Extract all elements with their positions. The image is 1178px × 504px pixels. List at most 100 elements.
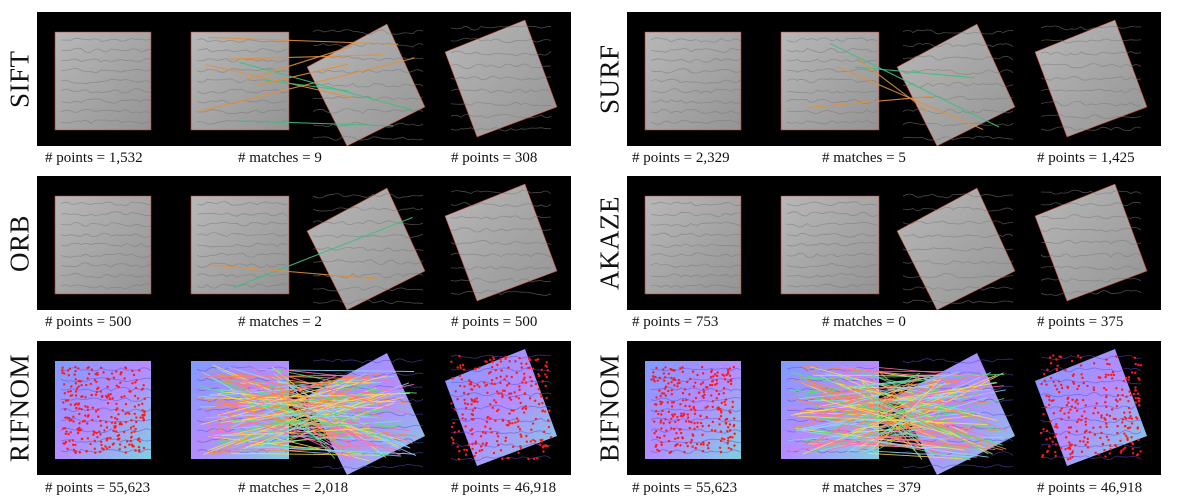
match-line [240, 412, 346, 432]
match-line [876, 382, 947, 418]
match-line [820, 405, 954, 424]
match-line [222, 444, 392, 451]
terrain-match-svg [645, 349, 1147, 475]
match-line [245, 403, 397, 428]
match-line [800, 374, 976, 395]
match-line [259, 448, 330, 455]
method-label: RIFNOM [4, 353, 35, 463]
match-line [806, 435, 918, 444]
terrain-match-svg [54, 19, 558, 146]
match-line [847, 372, 920, 414]
match-line [838, 437, 970, 444]
method-label: SIFT [4, 50, 35, 108]
match-line [790, 382, 998, 416]
terrain-surface [896, 187, 1016, 310]
match-line [874, 399, 993, 455]
match-line [840, 400, 970, 453]
match-line [257, 63, 349, 86]
match-line [870, 400, 968, 404]
method-label: BIFNOM [594, 353, 625, 463]
match-count: # matches = 9 [238, 150, 322, 166]
match-line [796, 429, 989, 458]
match-line [217, 412, 330, 446]
match-image [627, 176, 1161, 310]
left-point-count: # points = 2,329 [632, 150, 730, 166]
match-line [215, 376, 337, 412]
match-line [798, 383, 951, 400]
method-label: SURF [594, 44, 625, 114]
match-line [276, 412, 410, 432]
match-line [239, 120, 394, 127]
match-line [810, 398, 1005, 453]
match-count: # matches = 5 [822, 150, 906, 166]
match-line [829, 42, 1000, 128]
match-line [249, 392, 376, 409]
match-line [257, 395, 351, 449]
terrain-surface [306, 23, 426, 146]
match-line [795, 394, 1001, 431]
match-line [241, 405, 362, 422]
match-line [854, 66, 975, 79]
match-line [795, 427, 964, 451]
match-line [807, 95, 932, 108]
terrain-match-svg [54, 183, 558, 310]
match-line [209, 264, 376, 280]
left-point-count: # points = 55,623 [45, 480, 151, 496]
match-line [852, 397, 988, 438]
match-line [221, 428, 370, 437]
left-point-count: # points = 1,532 [45, 150, 143, 166]
match-line [286, 386, 344, 404]
match-line [863, 410, 961, 422]
terrain-surface [54, 195, 152, 295]
match-line [820, 397, 918, 433]
match-image [627, 12, 1161, 146]
match-line [826, 419, 948, 441]
terrain-match-svg [55, 349, 557, 475]
match-line [245, 45, 353, 81]
match-line [230, 54, 383, 60]
match-line [205, 64, 354, 99]
method-label: ORB [4, 214, 35, 272]
match-line [787, 428, 927, 442]
match-count: # matches = 2 [238, 314, 322, 330]
match-line [850, 449, 977, 458]
match-line [277, 393, 336, 440]
match-line [280, 392, 345, 452]
match-line [246, 446, 415, 455]
match-line [217, 419, 398, 428]
method-label: AKAZE [594, 196, 625, 290]
terrain-surface [780, 31, 880, 131]
match-line [210, 400, 348, 434]
match-line [240, 393, 383, 451]
right-point-count: # points = 46,918 [451, 480, 557, 496]
match-line [281, 373, 411, 415]
right-point-count: # points = 308 [451, 150, 538, 166]
match-line [819, 379, 955, 395]
match-line [821, 399, 953, 436]
match-line [278, 368, 398, 383]
terrain-surface [644, 31, 742, 131]
match-line [817, 374, 954, 439]
match-image [37, 176, 571, 310]
match-line [208, 36, 399, 45]
match-count: # matches = 2,018 [238, 480, 349, 496]
right-point-count: # points = 46,918 [1037, 480, 1143, 496]
match-line [232, 392, 390, 424]
match-line [854, 376, 935, 388]
match-line [858, 378, 918, 426]
terrain-surface [896, 23, 1016, 146]
match-line [791, 372, 944, 408]
match-line [233, 216, 413, 289]
match-line [209, 377, 363, 396]
left-point-count: # points = 500 [45, 314, 132, 330]
terrain-surface [1035, 349, 1147, 466]
left-point-count: # points = 753 [632, 314, 719, 330]
match-line [868, 452, 964, 460]
terrain-surface [306, 187, 426, 310]
match-line [199, 57, 415, 112]
right-point-count: # points = 1,425 [1037, 150, 1135, 166]
match-line [199, 375, 390, 396]
match-line [239, 61, 413, 111]
match-image [627, 341, 1161, 475]
terrain-surface [444, 183, 558, 302]
